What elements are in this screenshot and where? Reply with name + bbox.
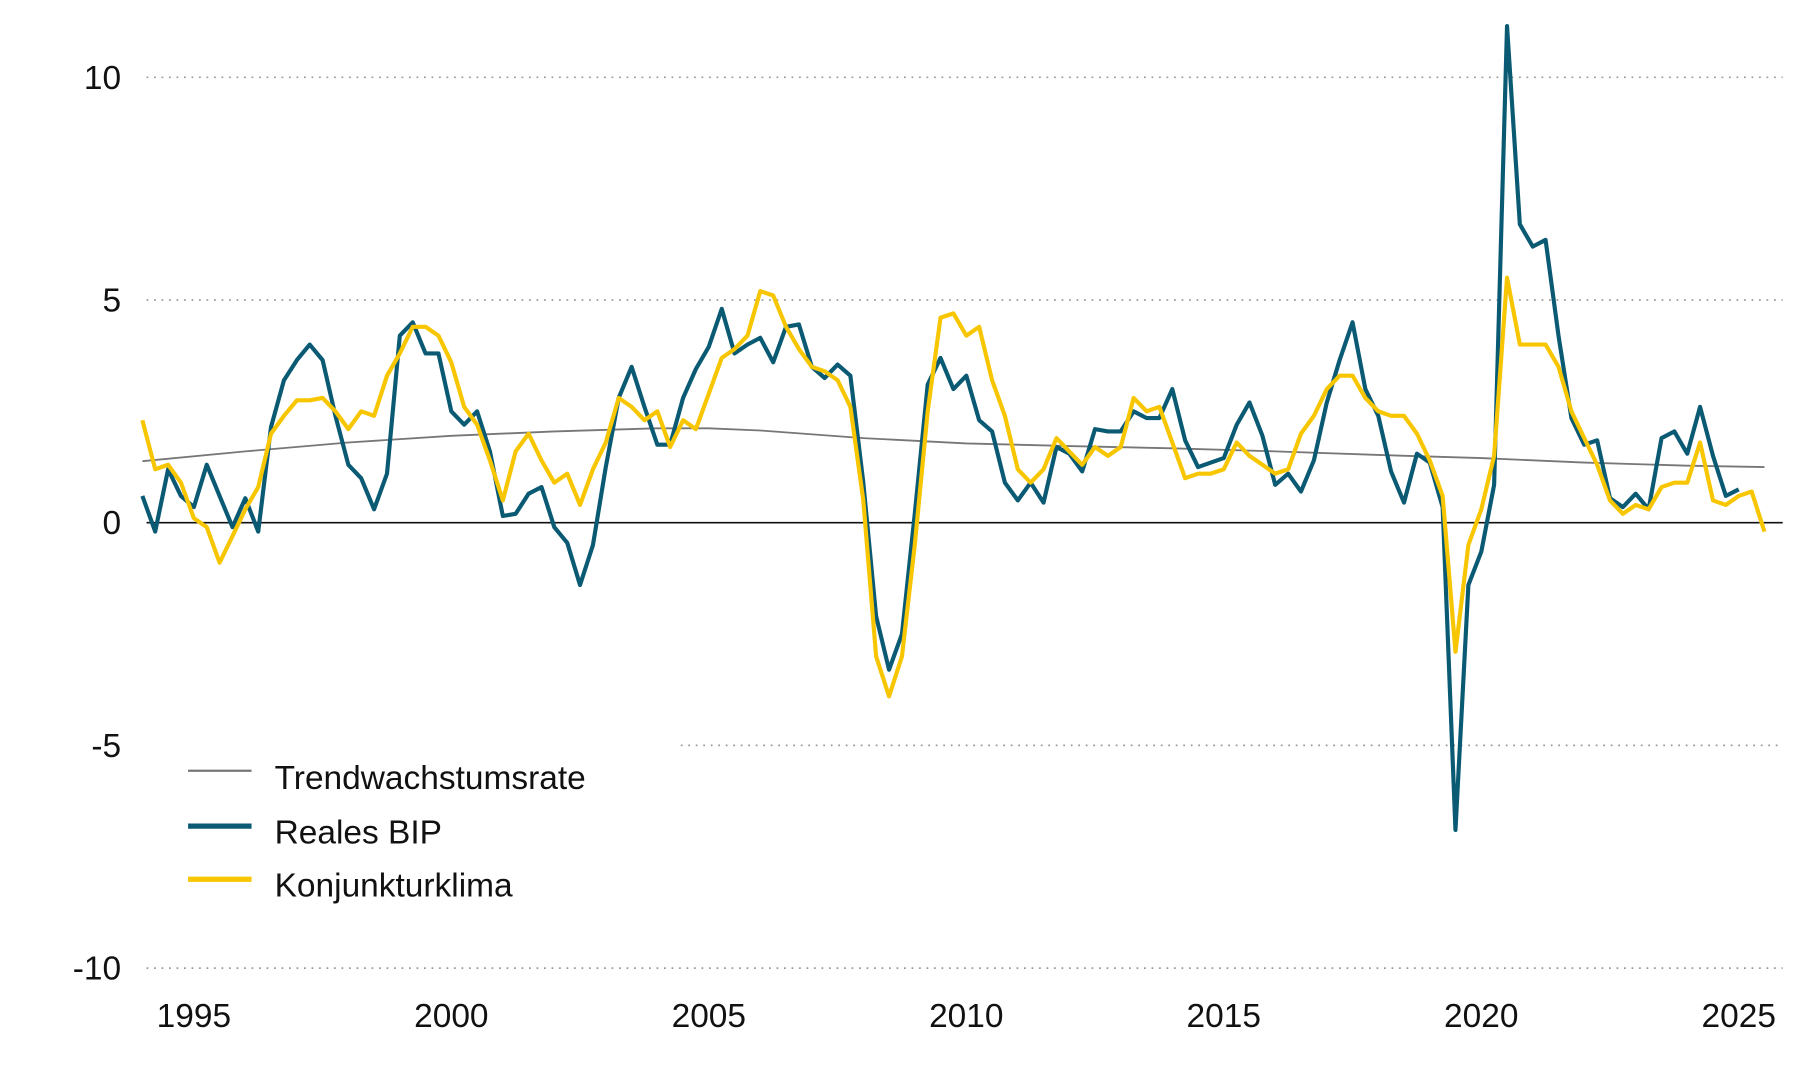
series-line-trendwachstumsrate (142, 427, 1765, 468)
legend-label-konjunkturklima: Konjunkturklima (275, 868, 513, 905)
series-lines (140, 24, 1767, 833)
legend: Trendwachstumsrate Reales BIP Konjunktur… (188, 760, 586, 905)
y-tick-label: -10 (73, 951, 121, 988)
y-tick-label: -5 (91, 728, 121, 765)
y-tick-label: 10 (84, 60, 121, 97)
series-line-konjunkturklima (140, 275, 1767, 699)
x-axis: 1995 2000 2005 2010 2015 2020 2025 (157, 998, 1776, 1035)
y-axis: 10 5 0 -5 -10 (73, 60, 121, 988)
x-tick-label: 2005 (672, 998, 746, 1035)
x-tick-label: 1995 (157, 998, 231, 1035)
x-tick-label: 2015 (1187, 998, 1261, 1035)
y-tick-label: 5 (103, 283, 122, 320)
x-tick-label: 2010 (929, 998, 1003, 1035)
x-tick-label: 2020 (1444, 998, 1518, 1035)
x-tick-label: 2025 (1702, 998, 1776, 1035)
x-tick-label: 2000 (414, 998, 488, 1035)
grid (146, 76, 1783, 969)
legend-label-trend: Trendwachstumsrate (275, 760, 586, 797)
y-tick-label: 0 (103, 505, 122, 542)
legend-label-bip: Reales BIP (275, 814, 442, 851)
series-line-reales-bip (140, 24, 1740, 833)
